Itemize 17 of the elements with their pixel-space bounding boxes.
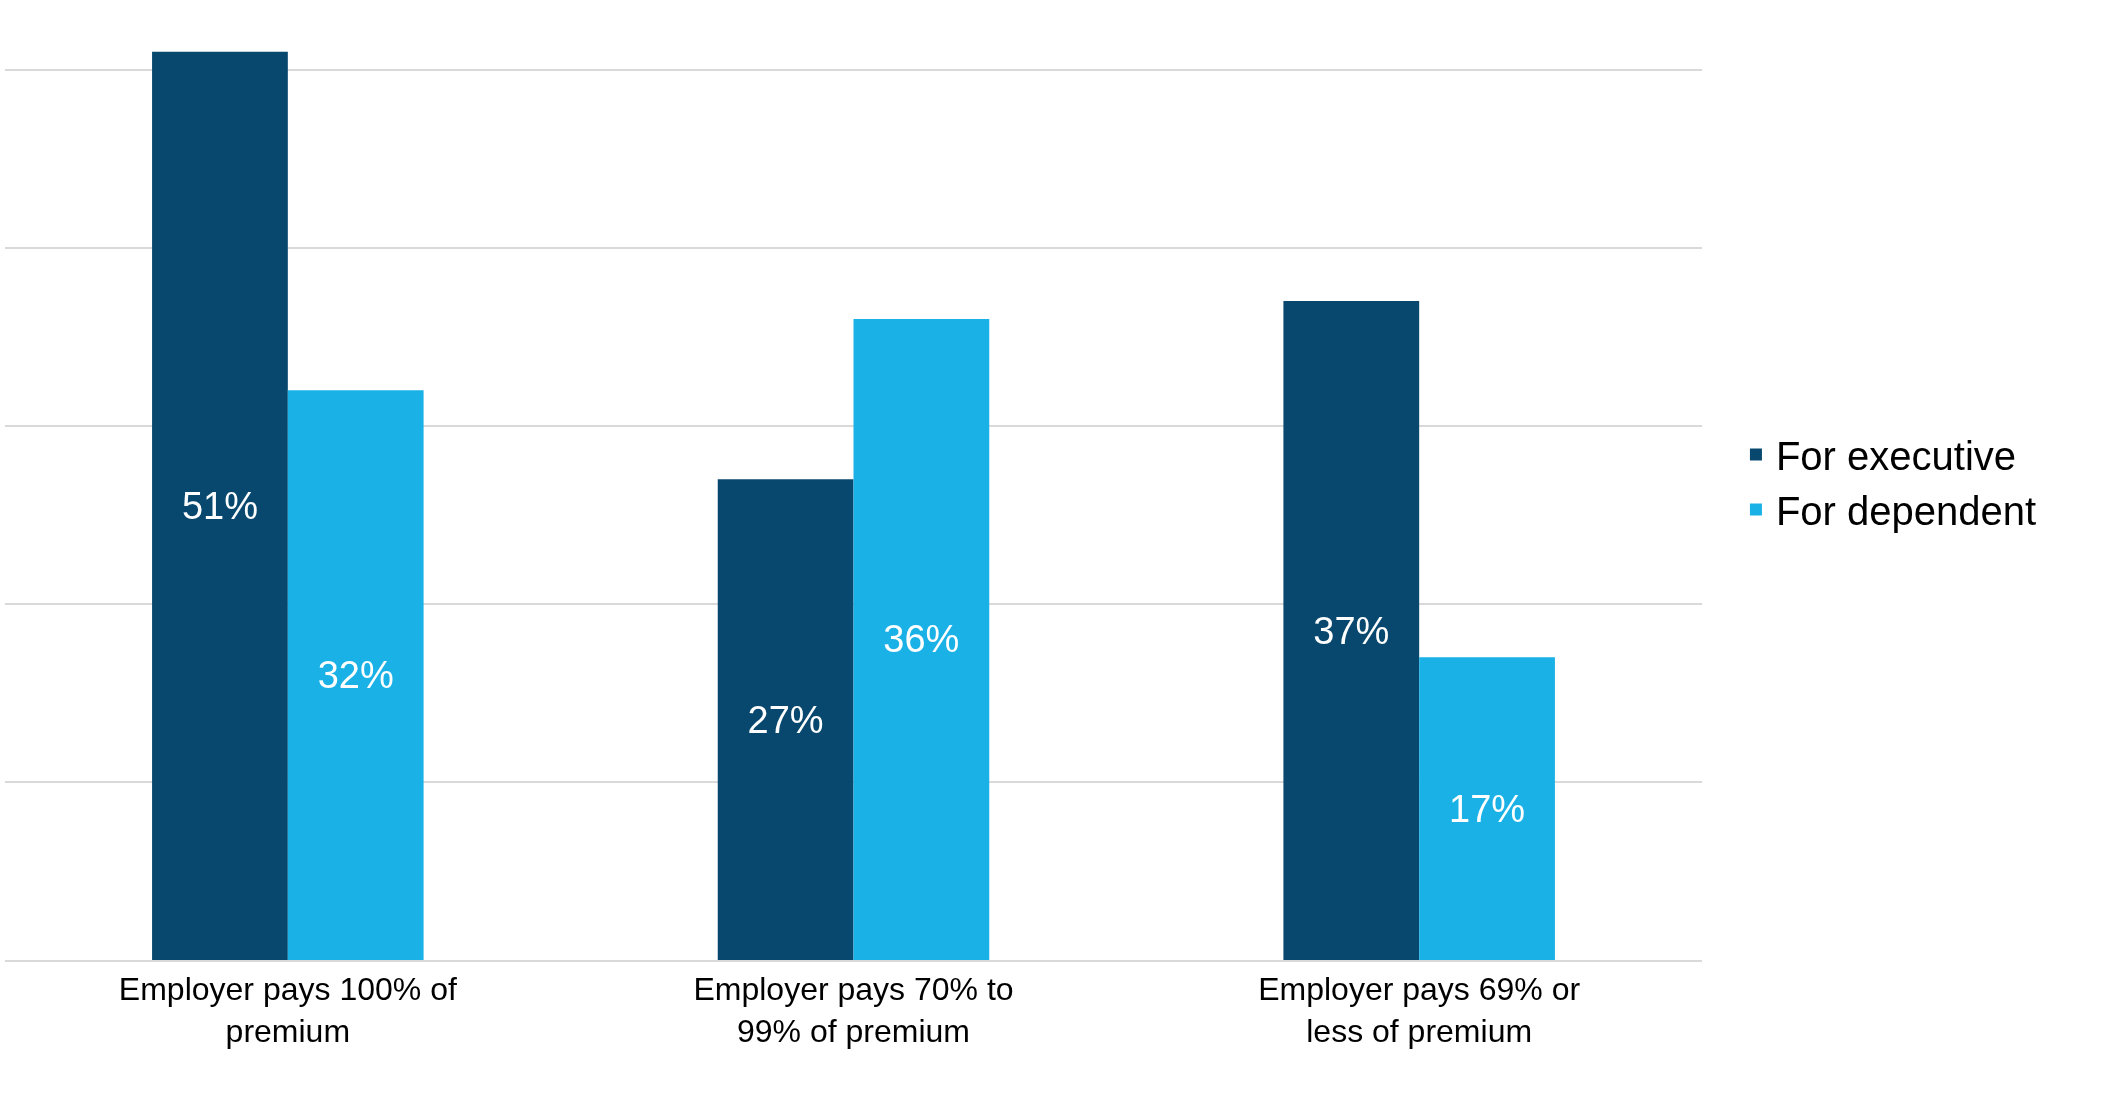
bar (1283, 301, 1420, 960)
data-label: 17% (1449, 787, 1526, 830)
x-tick-label: Employer pays 100% of premium (118, 971, 457, 1049)
data-label: 32% (317, 654, 394, 697)
x-tick-label: Employer pays 69% or less of premium (1258, 971, 1581, 1049)
x-tick-label: Employer pays 70% to 99% of premium (693, 971, 1014, 1049)
legend-label: For executive (1775, 434, 2017, 479)
bar (287, 390, 424, 960)
data-label: 37% (1313, 609, 1390, 652)
bar (853, 318, 990, 960)
legend-label: For dependent (1775, 489, 2037, 534)
bar (152, 51, 288, 960)
bar (1419, 657, 1555, 960)
data-label: 36% (883, 618, 960, 661)
bar (717, 479, 854, 960)
data-label: 51% (181, 484, 258, 527)
data-label: 27% (747, 698, 824, 741)
